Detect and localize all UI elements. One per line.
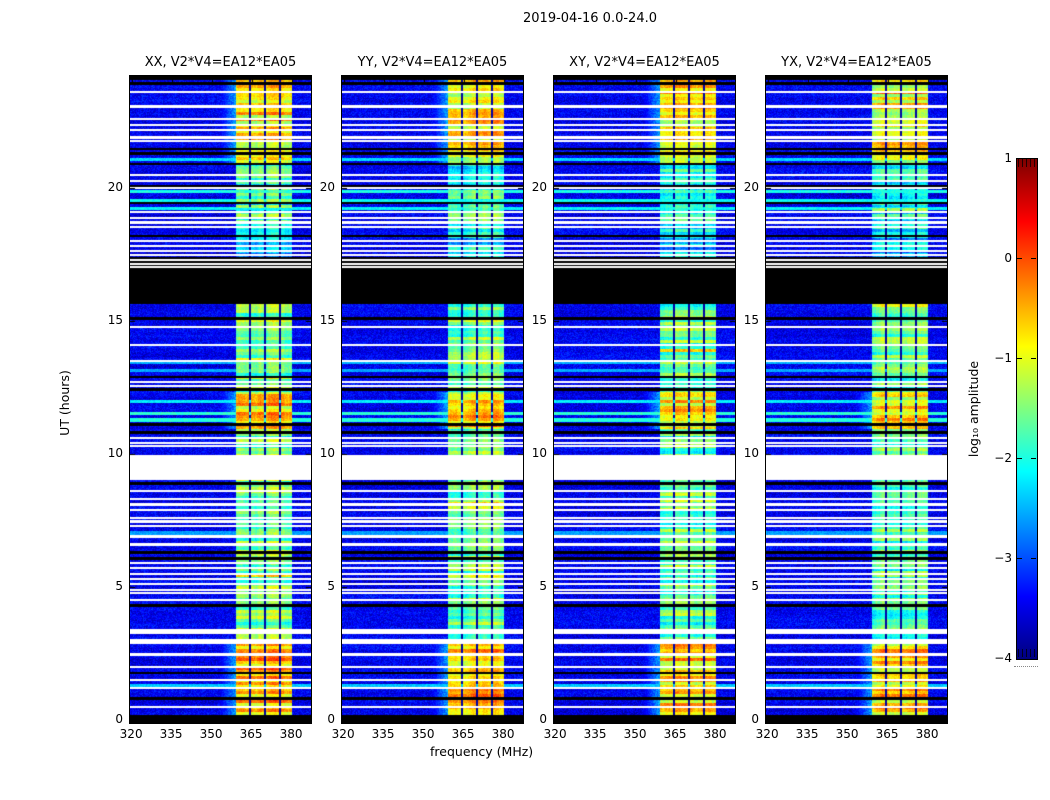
x-tick-label: 335 — [583, 727, 607, 741]
y-tick-label: 0 — [327, 712, 335, 726]
colorbar-dotted-mark — [1014, 666, 1038, 667]
x-axis-label: frequency (MHz) — [430, 744, 534, 759]
y-axis-label: UT (hours) — [57, 370, 72, 436]
y-tick-label: 15 — [319, 313, 335, 327]
y-tick-label: 20 — [531, 180, 547, 194]
x-tick-label: 350 — [411, 727, 435, 741]
x-tick-label: 365 — [451, 727, 475, 741]
colorbar-end-hatch-bottom — [1018, 649, 1036, 657]
colorbar-tick-mark — [1017, 558, 1022, 559]
spectrogram-yy-canvas — [341, 75, 524, 724]
x-tick-label: 350 — [835, 727, 859, 741]
x-tick-label: 380 — [491, 727, 515, 741]
y-tick-label: 20 — [107, 180, 123, 194]
colorbar-tick-label: −1 — [994, 351, 1012, 365]
y-tick-label: 0 — [751, 712, 759, 726]
colorbar-label: log₁₀ amplitude — [966, 360, 981, 458]
colorbar-tick-mark — [1017, 258, 1022, 259]
x-tick-label: 335 — [371, 727, 395, 741]
y-tick-label: 10 — [531, 446, 547, 460]
colorbar-tick-mark — [1017, 458, 1022, 459]
panel-yx: YX, V2*V4=EA12*EA05 — [765, 55, 948, 745]
colorbar-tick-label: 0 — [1004, 251, 1012, 265]
x-tick-label: 365 — [663, 727, 687, 741]
y-tick-label: 10 — [319, 446, 335, 460]
y-tick-label: 20 — [743, 180, 759, 194]
x-tick-label: 320 — [543, 727, 567, 741]
x-tick-label: 380 — [915, 727, 939, 741]
x-tick-label: 335 — [795, 727, 819, 741]
y-tick-label: 5 — [115, 579, 123, 593]
y-tick-label: 0 — [539, 712, 547, 726]
y-tick-label: 5 — [751, 579, 759, 593]
colorbar-end-hatch-top — [1018, 159, 1036, 167]
colorbar-tick-label: 1 — [1004, 151, 1012, 165]
panel-title-xx: XX, V2*V4=EA12*EA05 — [144, 55, 297, 70]
colorbar-tick-mark — [1031, 358, 1036, 359]
x-tick-label: 320 — [119, 727, 143, 741]
x-tick-label: 380 — [279, 727, 303, 741]
figure-title: 2019-04-16 0.0-24.0 — [523, 11, 657, 26]
colorbar — [1016, 158, 1038, 660]
y-tick-label: 15 — [107, 313, 123, 327]
y-tick-label: 10 — [743, 446, 759, 460]
y-tick-label: 5 — [327, 579, 335, 593]
y-tick-label: 20 — [319, 180, 335, 194]
panel-yy: YY, V2*V4=EA12*EA05 — [341, 55, 524, 745]
panel-title-yy: YY, V2*V4=EA12*EA05 — [357, 55, 508, 70]
colorbar-tick-label: −4 — [994, 651, 1012, 665]
y-tick-label: 15 — [743, 313, 759, 327]
colorbar-tick-mark — [1031, 558, 1036, 559]
x-tick-label: 380 — [703, 727, 727, 741]
colorbar-tick-mark — [1031, 258, 1036, 259]
colorbar-tick-label: −3 — [994, 551, 1012, 565]
panel-title-xy: XY, V2*V4=EA12*EA05 — [569, 55, 720, 70]
y-tick-label: 0 — [115, 712, 123, 726]
panel-xx: XX, V2*V4=EA12*EA05 — [129, 55, 312, 745]
y-tick-label: 10 — [107, 446, 123, 460]
panel-title-yx: YX, V2*V4=EA12*EA05 — [781, 55, 932, 70]
x-tick-label: 365 — [875, 727, 899, 741]
x-tick-label: 350 — [199, 727, 223, 741]
spectrogram-xx-canvas — [129, 75, 312, 724]
colorbar-tick-label: −2 — [994, 451, 1012, 465]
spectrogram-yx-canvas — [765, 75, 948, 724]
x-tick-label: 335 — [159, 727, 183, 741]
spectrogram-xy-canvas — [553, 75, 736, 724]
x-tick-label: 365 — [239, 727, 263, 741]
x-tick-label: 320 — [331, 727, 355, 741]
panel-xy: XY, V2*V4=EA12*EA05 — [553, 55, 736, 745]
y-tick-label: 5 — [539, 579, 547, 593]
colorbar-tick-mark — [1031, 458, 1036, 459]
y-tick-label: 15 — [531, 313, 547, 327]
x-tick-label: 320 — [755, 727, 779, 741]
x-tick-label: 350 — [623, 727, 647, 741]
colorbar-tick-mark — [1017, 358, 1022, 359]
